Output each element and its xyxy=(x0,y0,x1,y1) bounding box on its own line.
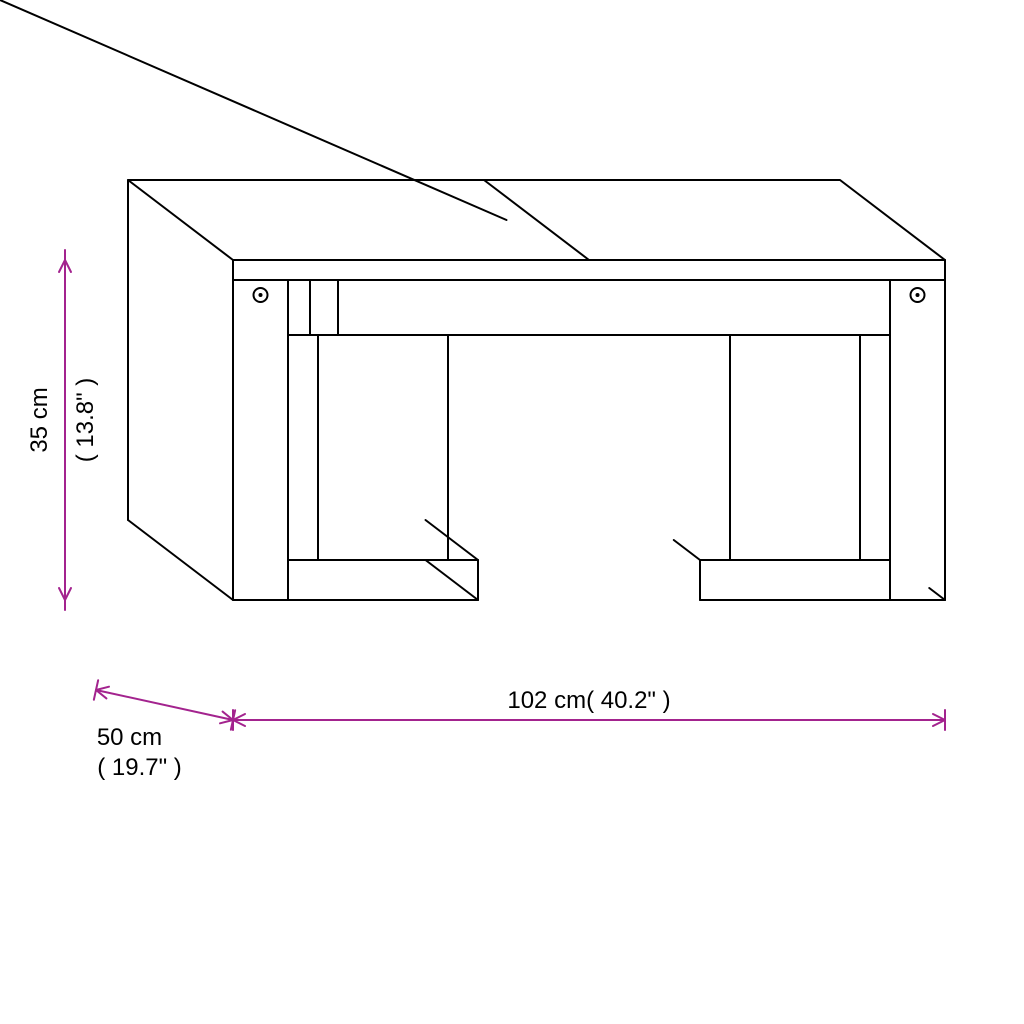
height-cm-label: 35 cm xyxy=(26,387,53,452)
depth-in-label: ( 19.7" ) xyxy=(97,754,182,781)
width-label: 102 cm( 40.2" ) xyxy=(507,687,670,714)
height-in-label: ( 13.8" ) xyxy=(72,378,99,463)
depth-cm-label: 50 cm xyxy=(97,724,162,751)
